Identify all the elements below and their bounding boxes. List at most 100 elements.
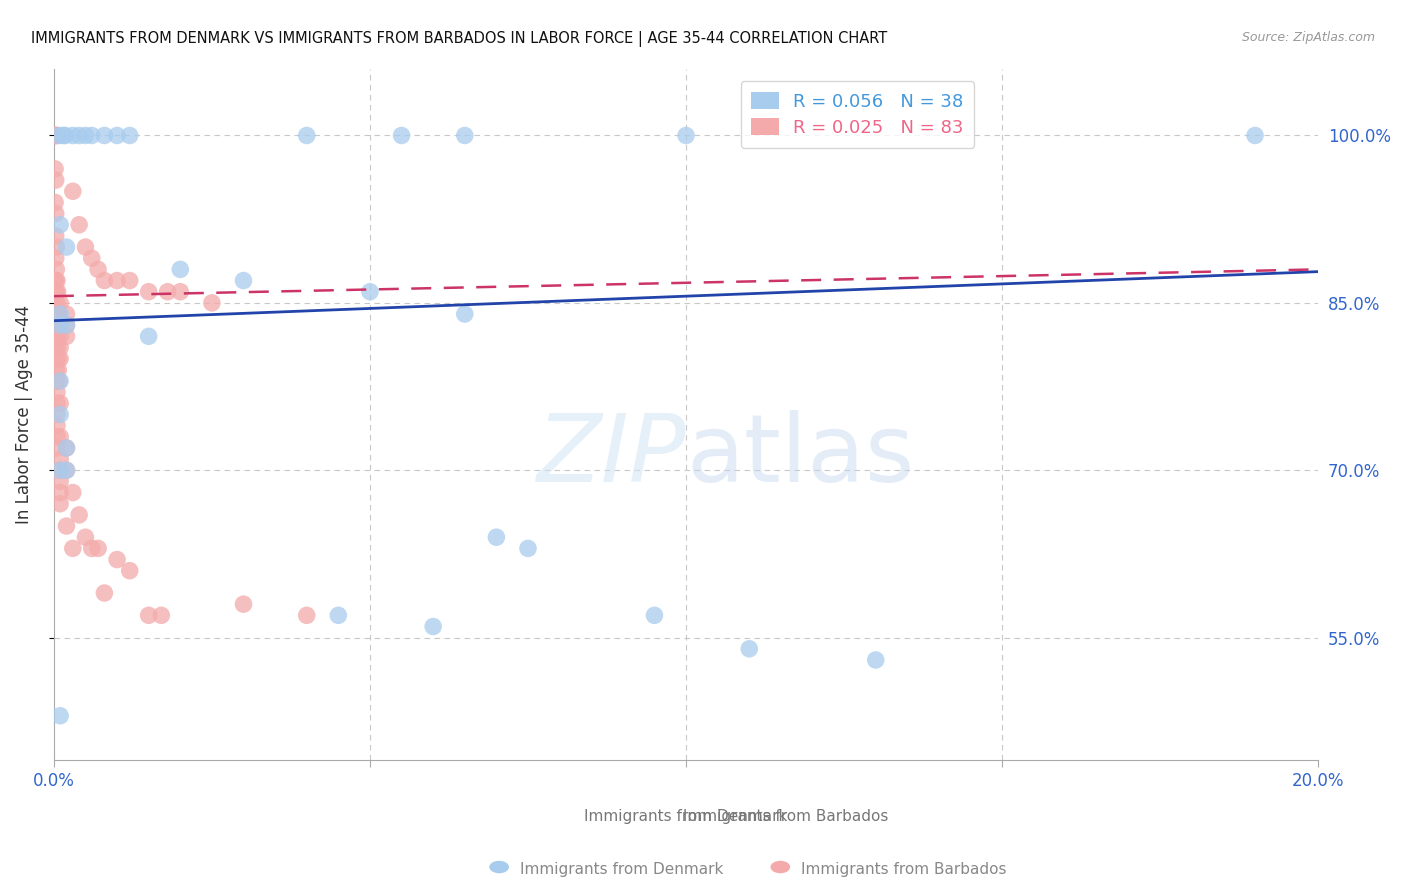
Point: [45, 285, 67, 299]
Point: [485, 530, 508, 544]
Point: [46, 351, 69, 366]
Point: [62, 541, 84, 556]
Point: [49, 463, 72, 477]
Point: [44, 161, 66, 176]
Text: Source: ZipAtlas.com: Source: ZipAtlas.com: [1241, 31, 1375, 45]
Point: [359, 285, 381, 299]
Point: [49, 396, 72, 410]
Point: [93, 274, 115, 288]
Point: [391, 128, 413, 143]
Point: [454, 307, 477, 321]
Point: [49, 374, 72, 388]
Text: Immigrants from Barbados: Immigrants from Barbados: [484, 809, 889, 824]
Point: [67, 218, 90, 232]
Point: [105, 274, 128, 288]
Point: [62, 128, 84, 143]
Point: [45, 351, 67, 366]
Point: [55, 240, 77, 254]
Point: [675, 128, 697, 143]
Point: [169, 285, 191, 299]
Point: [422, 619, 444, 633]
Text: Immigrants from Barbados: Immigrants from Barbados: [801, 863, 1007, 877]
Point: [46, 408, 69, 422]
Point: [138, 329, 160, 343]
Text: IMMIGRANTS FROM DENMARK VS IMMIGRANTS FROM BARBADOS IN LABOR FORCE | AGE 35-44 C: IMMIGRANTS FROM DENMARK VS IMMIGRANTS FR…: [31, 31, 887, 47]
Point: [93, 128, 115, 143]
Point: [1244, 128, 1267, 143]
Point: [45, 341, 67, 355]
Point: [45, 128, 67, 143]
Point: [49, 341, 72, 355]
Point: [49, 463, 72, 477]
Point: [49, 475, 72, 489]
Point: [156, 285, 179, 299]
Point: [45, 128, 67, 143]
Point: [49, 497, 72, 511]
Point: [55, 318, 77, 333]
Point: [45, 173, 67, 187]
Point: [45, 307, 67, 321]
Point: [105, 128, 128, 143]
Point: [169, 262, 191, 277]
Y-axis label: In Labor Force | Age 35-44: In Labor Force | Age 35-44: [15, 305, 32, 524]
Point: [45, 228, 67, 243]
Point: [46, 318, 69, 333]
Point: [67, 508, 90, 522]
Point: [118, 564, 141, 578]
Point: [45, 262, 67, 277]
Point: [55, 463, 77, 477]
Point: [105, 552, 128, 566]
Point: [55, 441, 77, 455]
Point: [55, 307, 77, 321]
Point: [75, 240, 97, 254]
Point: [201, 296, 224, 310]
Point: [46, 441, 69, 455]
Point: [46, 296, 69, 310]
Point: [45, 240, 67, 254]
Point: [49, 452, 72, 467]
Point: [865, 653, 887, 667]
Point: [55, 329, 77, 343]
Point: [45, 274, 67, 288]
Point: [118, 128, 141, 143]
Point: [45, 285, 67, 299]
Point: [46, 285, 69, 299]
Point: [48, 128, 70, 143]
Text: Immigrants from Denmark: Immigrants from Denmark: [585, 809, 787, 824]
Point: [46, 274, 69, 288]
Point: [87, 541, 110, 556]
Point: [454, 128, 477, 143]
Point: [46, 363, 69, 377]
Point: [232, 274, 254, 288]
Point: [67, 128, 90, 143]
Point: [48, 374, 70, 388]
Point: [49, 430, 72, 444]
Point: [62, 184, 84, 198]
Point: [45, 251, 67, 265]
Point: [45, 318, 67, 333]
Point: [49, 485, 72, 500]
Point: [45, 206, 67, 220]
Point: [52, 128, 75, 143]
Point: [55, 441, 77, 455]
Point: [46, 307, 69, 321]
Point: [46, 418, 69, 433]
Point: [295, 608, 318, 623]
Point: [118, 274, 141, 288]
Point: [87, 262, 110, 277]
Point: [55, 519, 77, 533]
Point: [150, 608, 173, 623]
Point: [62, 485, 84, 500]
Text: Immigrants from Denmark: Immigrants from Denmark: [520, 863, 724, 877]
Point: [46, 430, 69, 444]
Point: [49, 307, 72, 321]
Point: [49, 708, 72, 723]
Point: [738, 641, 761, 656]
Point: [93, 586, 115, 600]
Point: [49, 218, 72, 232]
Point: [80, 251, 103, 265]
Point: [46, 385, 69, 400]
Point: [45, 296, 67, 310]
Point: [49, 351, 72, 366]
Point: [45, 374, 67, 388]
